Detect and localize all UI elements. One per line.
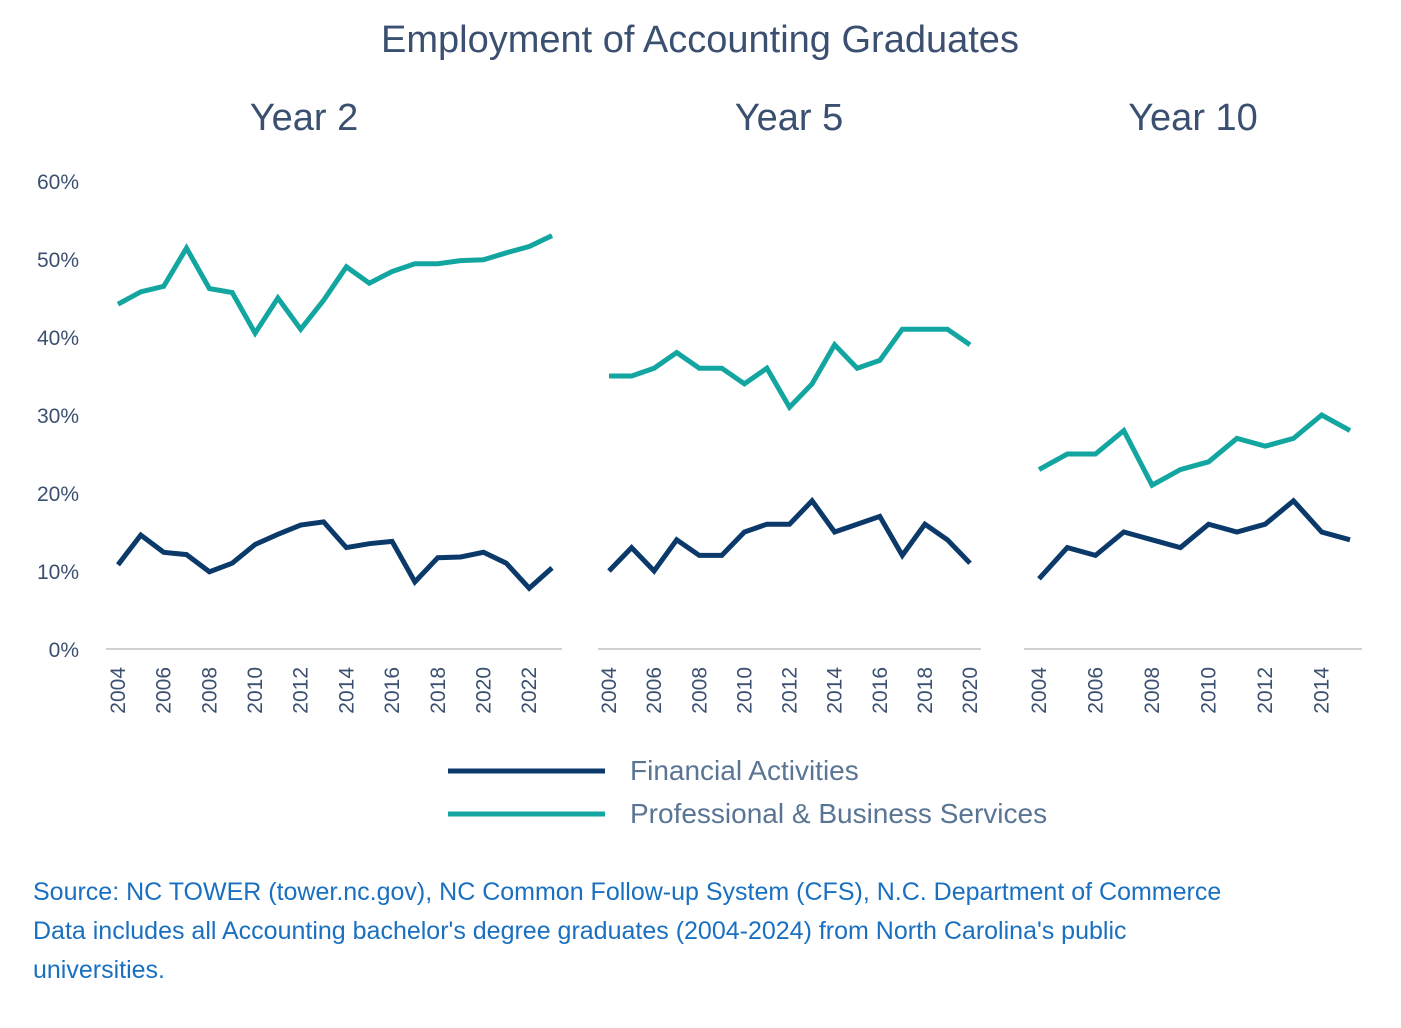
x-tick-label: 2012 [1254,667,1277,714]
x-tick-label: 2006 [1085,667,1108,714]
x-tick-label: 2008 [198,667,221,714]
series-line [609,326,972,412]
panel-3: Year 10 2004 2006 2008 2010 2012 2014 [1024,97,1362,714]
y-tick-label: 10% [37,561,79,584]
source-line-2: Data includes all Accounting bachelor's … [33,917,1127,945]
x-tick-label: 2020 [472,667,495,714]
y-tick-label: 20% [37,483,79,506]
x-tick-label: 2010 [244,667,267,714]
x-tick-label: 2016 [869,667,892,714]
x-tick-label: 2014 [1311,667,1334,714]
legend-label: Financial Activities [630,755,859,786]
x-tick-label: 2008 [688,667,711,714]
chart-title: Employment of Accounting Graduates [381,19,1019,61]
x-tick-label: 2014 [335,667,358,714]
x-tick-label: 2004 [598,667,621,714]
y-tick-label: 40% [37,327,79,350]
x-tick-label: 2004 [107,667,130,714]
series-line [1037,411,1352,489]
series-line [1037,497,1351,581]
panel-title: Year 2 [250,97,358,139]
series-line [607,496,972,575]
employment-line-chart: Employment of Accounting Graduates 0% 10%… [37,19,1362,829]
x-tick-label: 2010 [1198,667,1221,714]
x-tick-label: 2006 [643,667,666,714]
y-tick-label: 60% [37,171,79,194]
x-tick-label: 2022 [518,667,541,714]
x-tick-label: 2016 [381,667,404,714]
panels: Year 2 2004 2006 2008 2010 2012 2014 2016 2018 20… [106,97,1362,714]
y-tick-label: 30% [37,405,79,428]
panel-title: Year 5 [735,97,843,139]
x-tick-label: 2012 [290,667,313,714]
x-tick-label: 2008 [1141,667,1164,714]
x-tick-label: 2020 [959,667,982,714]
x-tick-label: 2012 [779,667,802,714]
x-tick-label: 2014 [824,667,847,714]
x-tick-label: 2018 [427,667,450,714]
source-line-3: universities. [33,956,165,984]
y-tick-label: 50% [37,249,79,272]
x-tick-label: 2004 [1028,667,1051,714]
series-line [116,233,554,338]
legend: Financial Activities Professional & Busin… [448,755,1047,829]
x-tick-label: 2010 [733,667,756,714]
y-axis: 0% 10% 20% 30% 40% 50% 60% [37,171,79,662]
panel-title: Year 10 [1128,97,1258,139]
source-line-1: Source: NC TOWER (tower.nc.gov), NC Comm… [33,878,1222,906]
x-tick-label: 2006 [153,667,176,714]
series-line [116,519,554,592]
source-note: Source: NC TOWER (tower.nc.gov), NC Comm… [33,873,1373,990]
y-tick-label: 0% [49,639,79,662]
x-tick-label: 2018 [914,667,937,714]
panel-2: Year 5 2004 2006 2008 2010 2012 2014 2016 2018 20… [598,97,982,714]
legend-label: Professional & Business Services [630,798,1047,829]
panel-1: Year 2 2004 2006 2008 2010 2012 2014 2016 2018 20… [106,97,562,714]
